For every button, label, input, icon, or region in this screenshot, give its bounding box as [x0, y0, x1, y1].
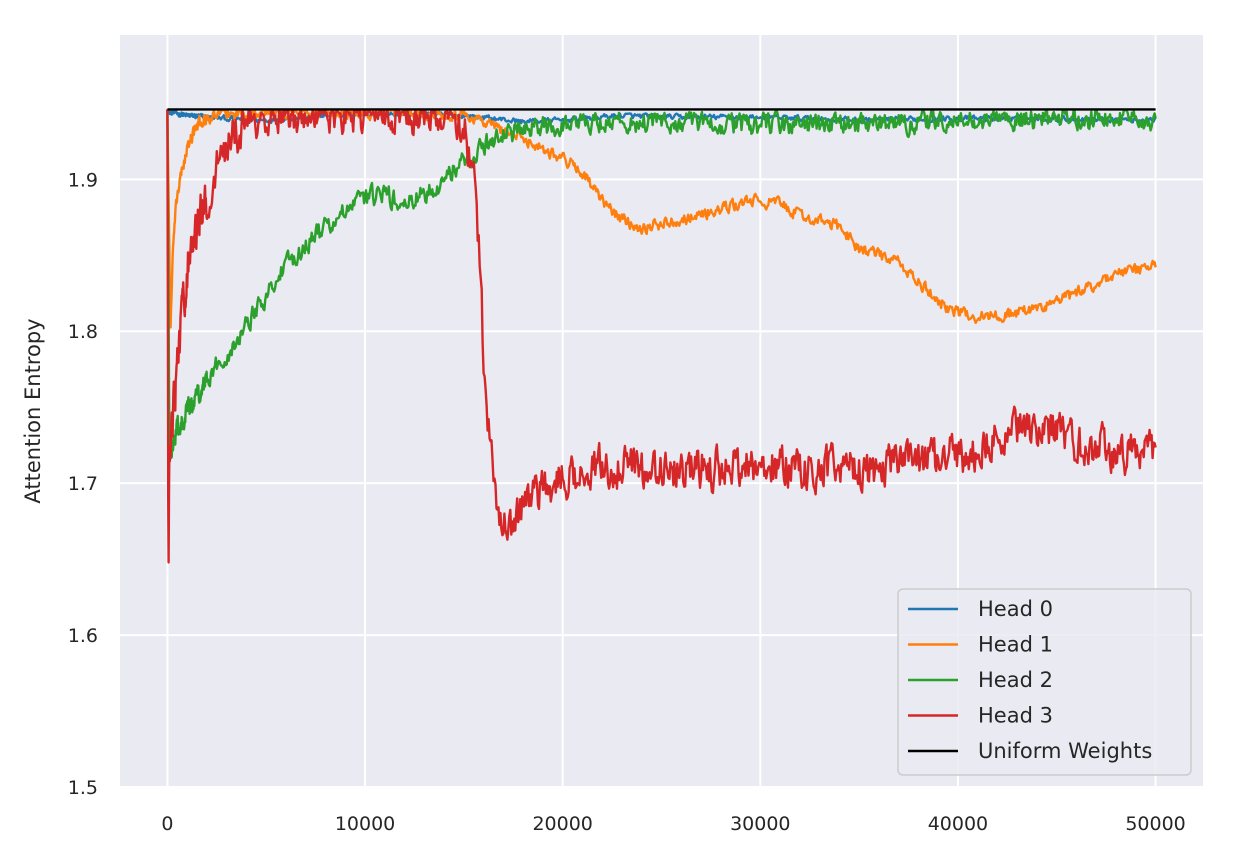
series-line-head-2: [166, 108, 1157, 461]
x-tick-label: 50000: [1125, 813, 1185, 835]
x-tick-label: 10000: [335, 813, 395, 835]
grid-lines: [120, 35, 1203, 788]
series-line-head-3: [166, 108, 1157, 564]
legend-label: Head 0: [978, 597, 1053, 621]
y-tick-label: 1.5: [68, 777, 98, 799]
x-tick-label: 0: [161, 813, 173, 835]
y-tick-label: 1.6: [68, 625, 98, 647]
x-tick-label: 40000: [928, 813, 988, 835]
y-tick-labels: 1.5 1.6 1.7 1.8 1.9: [68, 169, 98, 799]
series-lines: [166, 108, 1157, 564]
legend-box: [897, 588, 1192, 776]
y-axis-label: Attention Entropy: [21, 318, 45, 503]
x-tick-labels: 0 10000 20000 30000 40000 50000: [161, 813, 1185, 835]
legend-label: Head 2: [978, 668, 1053, 692]
y-tick-label: 1.9: [68, 169, 98, 191]
y-tick-label: 1.7: [68, 473, 98, 495]
legend-label: Head 1: [978, 633, 1053, 657]
x-tick-label: 20000: [532, 813, 592, 835]
legend-label: Head 3: [978, 704, 1053, 728]
legend-label: Uniform Weights: [978, 739, 1152, 763]
x-tick-label: 30000: [730, 813, 790, 835]
y-tick-label: 1.8: [68, 321, 98, 343]
legend: Head 0 Head 1 Head 2 Head 3 Uniform Weights: [897, 588, 1192, 776]
